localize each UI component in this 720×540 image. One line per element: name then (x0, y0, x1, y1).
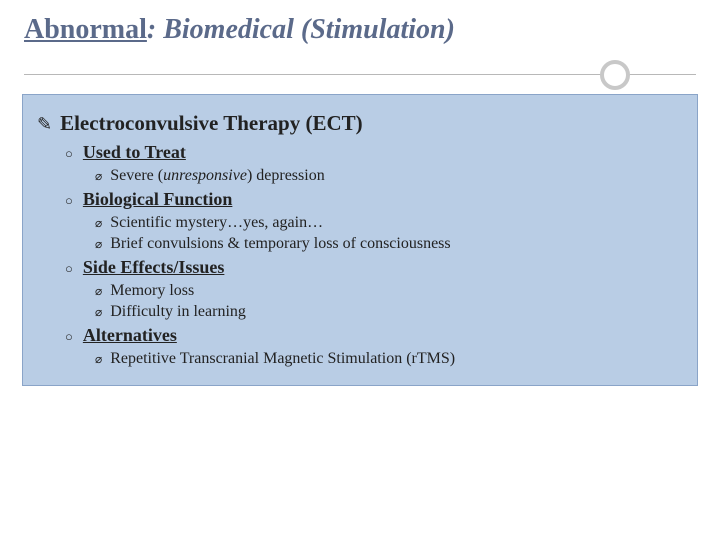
leaf-bullet-icon: ⌀ (95, 169, 102, 184)
list-item-text: Scientific mystery…yes, again… (110, 214, 323, 232)
circle-bullet-icon: ○ (65, 193, 73, 209)
leaf-bullet-icon: ⌀ (95, 284, 102, 299)
leaf-bullet-icon: ⌀ (95, 237, 102, 252)
section-label: Used to Treat (83, 142, 186, 163)
text-part: ) depression (247, 167, 325, 184)
title-bar: Abnormal: Biomedical (Stimulation) (0, 0, 720, 56)
list-item: ⌀ Brief convulsions & temporary loss of … (95, 235, 681, 253)
list-item: ⌀ Severe (unresponsive) depression (95, 167, 681, 185)
text-italic: unresponsive (163, 167, 247, 184)
leaf-bullet-icon: ⌀ (95, 216, 102, 231)
title-rest: : Biomedical (Stimulation) (147, 14, 455, 45)
section-heading: ○ Used to Treat (65, 142, 681, 163)
section-heading: ○ Biological Function (65, 189, 681, 210)
circle-bullet-icon: ○ (65, 146, 73, 162)
text-part: Severe ( (110, 167, 163, 184)
list-item: ⌀ Scientific mystery…yes, again… (95, 214, 681, 232)
section-label: Side Effects/Issues (83, 257, 225, 278)
leaf-bullet-icon: ⌀ (95, 352, 102, 367)
list-item-text: Repetitive Transcranial Magnetic Stimula… (110, 350, 455, 368)
section-label: Alternatives (83, 325, 177, 346)
list-item: ⌀ Repetitive Transcranial Magnetic Stimu… (95, 350, 681, 368)
divider-line (24, 74, 696, 75)
section-label: Biological Function (83, 189, 233, 210)
title-underlined: Abnormal (24, 14, 147, 45)
page-title: Abnormal: Biomedical (Stimulation) (24, 14, 696, 46)
content-panel: ✎ Electroconvulsive Therapy (ECT) ○ Used… (22, 94, 698, 386)
circle-bullet-icon: ○ (65, 261, 73, 277)
main-heading-text: Electroconvulsive Therapy (ECT) (60, 111, 363, 136)
leaf-bullet-icon: ⌀ (95, 305, 102, 320)
divider-circle-icon (600, 60, 630, 90)
scribble-bullet-icon: ✎ (37, 114, 52, 135)
list-item: ⌀ Memory loss (95, 282, 681, 300)
title-divider (0, 56, 720, 92)
section-heading: ○ Alternatives (65, 325, 681, 346)
list-item-text: Brief convulsions & temporary loss of co… (110, 235, 450, 253)
circle-bullet-icon: ○ (65, 329, 73, 345)
main-heading: ✎ Electroconvulsive Therapy (ECT) (37, 111, 681, 136)
list-item-text: Memory loss (110, 282, 194, 300)
list-item-text: Difficulty in learning (110, 303, 246, 321)
section-heading: ○ Side Effects/Issues (65, 257, 681, 278)
list-item-text: Severe (unresponsive) depression (110, 167, 324, 185)
list-item: ⌀ Difficulty in learning (95, 303, 681, 321)
